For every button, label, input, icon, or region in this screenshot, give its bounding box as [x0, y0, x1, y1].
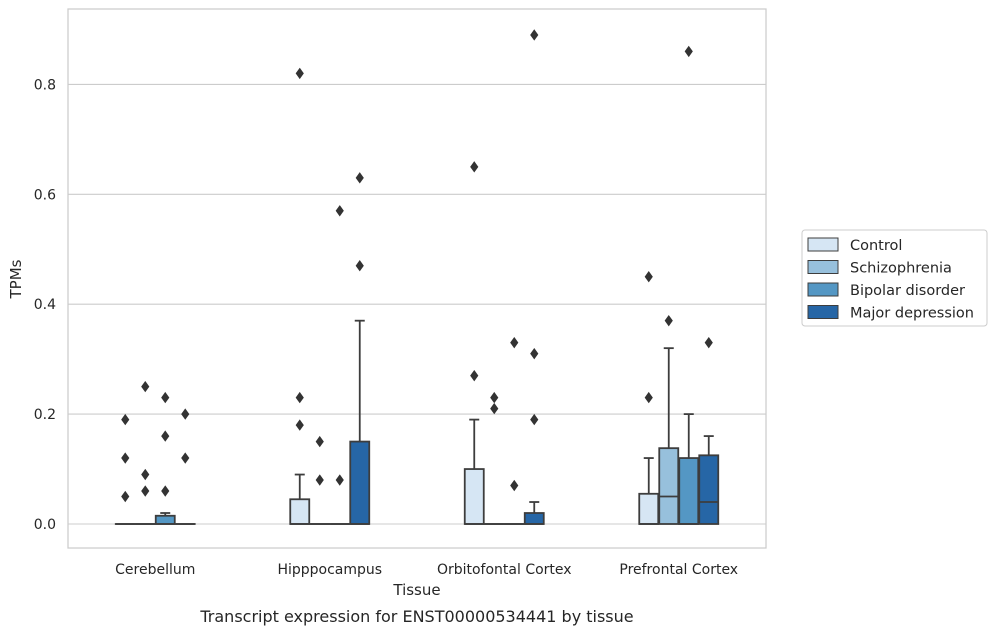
legend-swatch	[807, 282, 839, 297]
x-tick-label: Hipppocampus	[277, 562, 382, 578]
outlier-point	[121, 413, 130, 426]
y-tick-label: 0.4	[34, 297, 56, 313]
outlier-point	[355, 172, 364, 184]
outlier-point	[181, 408, 190, 420]
box	[678, 457, 700, 525]
outlier-point	[295, 67, 304, 80]
outlier-point	[644, 391, 653, 404]
outlier-point	[684, 45, 693, 58]
y-tick-label: 0.8	[34, 77, 56, 93]
outlier-point	[510, 479, 519, 492]
x-tick-label: Orbitofontal Cortex	[437, 562, 572, 578]
legend-swatch	[807, 237, 839, 252]
outlier-point	[295, 391, 304, 404]
box-group	[114, 413, 136, 525]
box	[658, 447, 680, 525]
box-group	[154, 391, 176, 525]
outlier-point	[530, 347, 539, 360]
outlier-point	[141, 485, 150, 497]
outlier-point	[315, 474, 324, 486]
y-tick-label: 0.2	[34, 407, 56, 423]
box-group	[329, 205, 351, 525]
box-group	[309, 435, 331, 525]
legend-label: Schizophrenia	[850, 261, 952, 277]
outlier-point	[470, 161, 479, 173]
box-group	[463, 161, 485, 525]
legend-frame	[801, 229, 988, 327]
outlier-point	[664, 315, 673, 327]
outlier-point	[295, 419, 304, 431]
x-tick-labels: Cerebellum Hipppocampus Orbitofontal Corte…	[115, 562, 738, 578]
box-group	[483, 391, 505, 525]
legend-label: Major depression	[850, 306, 974, 322]
outlier-point	[530, 29, 539, 41]
box-group	[658, 315, 680, 525]
x-axis-label: Tissue	[392, 581, 440, 599]
x-tick-label: Prefrontal Cortex	[619, 562, 738, 578]
box-group	[134, 380, 156, 525]
chart-caption: Transcript expression for ENST0000053444…	[199, 607, 633, 626]
outlier-point	[490, 391, 499, 404]
y-tick-labels: 0.0 0.2 0.4 0.6 0.8	[34, 77, 56, 533]
box-group	[349, 172, 371, 525]
outlier-point	[121, 490, 130, 503]
outlier-point	[335, 474, 344, 486]
box-groups	[114, 29, 720, 525]
outlier-point	[530, 413, 539, 426]
outlier-point	[181, 452, 190, 464]
outlier-point	[510, 336, 519, 349]
y-tick-label: 0.6	[34, 187, 56, 203]
y-axis-label: TPMs	[7, 259, 25, 299]
legend-swatch	[807, 305, 839, 319]
box	[154, 514, 176, 525]
outlier-point	[141, 380, 150, 393]
box-group	[698, 336, 720, 525]
outlier-point	[161, 430, 170, 442]
box	[349, 440, 371, 525]
legend: Control Schizophrenia Bipolar disorder Majo…	[801, 229, 988, 327]
outlier-point	[644, 271, 653, 283]
legend-label: Control	[850, 238, 902, 254]
outlier-point	[161, 485, 170, 497]
x-tick-label: Cerebellum	[115, 562, 195, 578]
legend-label: Bipolar disorder	[850, 283, 965, 299]
outlier-point	[335, 205, 344, 217]
box-group	[289, 67, 311, 525]
box-group	[678, 45, 700, 525]
outlier-point	[704, 336, 713, 349]
outlier-point	[470, 369, 479, 382]
outlier-point	[355, 260, 364, 272]
box	[463, 468, 485, 525]
y-tick-label: 0.0	[34, 517, 56, 533]
plot-frame	[67, 8, 767, 549]
box-group	[523, 29, 545, 525]
box-group	[503, 336, 525, 525]
box	[698, 454, 720, 525]
outlier-point	[141, 468, 150, 481]
outlier-point	[490, 402, 499, 415]
box	[289, 498, 311, 525]
box-group	[638, 271, 660, 525]
legend-swatch	[807, 260, 839, 274]
box-group	[174, 408, 196, 525]
outlier-point	[161, 391, 170, 404]
box	[638, 492, 660, 525]
box	[523, 512, 545, 525]
outlier-point	[121, 452, 130, 464]
outlier-point	[315, 435, 324, 448]
